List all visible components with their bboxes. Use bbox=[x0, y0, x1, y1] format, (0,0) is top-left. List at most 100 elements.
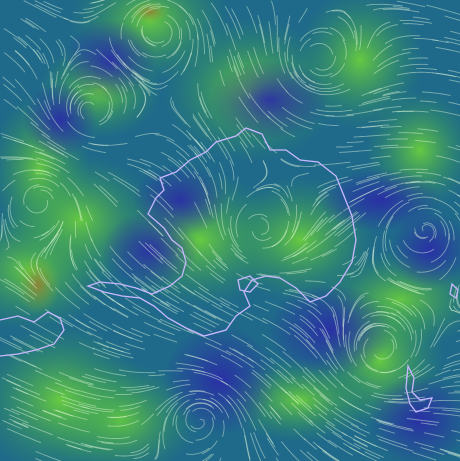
streamline bbox=[73, 93, 94, 105]
streamline bbox=[447, 452, 460, 458]
streamline bbox=[130, 40, 148, 58]
streamline bbox=[6, 379, 41, 396]
streamline bbox=[96, 49, 118, 70]
streamline bbox=[84, 444, 110, 451]
streamline bbox=[202, 399, 218, 407]
streamline bbox=[448, 189, 460, 198]
streamline bbox=[416, 172, 442, 176]
streamline bbox=[134, 76, 158, 96]
streamline bbox=[3, 99, 18, 110]
streamline bbox=[344, 11, 358, 46]
streamline bbox=[288, 289, 321, 299]
streamline bbox=[100, 291, 115, 302]
streamline bbox=[293, 71, 316, 90]
streamline bbox=[362, 311, 390, 319]
streamline bbox=[204, 310, 231, 325]
streamline bbox=[58, 371, 94, 385]
streamline bbox=[6, 373, 34, 387]
streamline bbox=[377, 186, 397, 195]
streamline bbox=[172, 124, 192, 141]
streamline bbox=[172, 399, 190, 426]
streamline bbox=[258, 402, 272, 419]
streamline bbox=[357, 251, 367, 266]
streamline bbox=[113, 308, 129, 318]
streamline bbox=[197, 83, 209, 118]
streamline bbox=[324, 451, 340, 461]
streamline bbox=[36, 98, 50, 120]
streamline bbox=[101, 439, 138, 445]
streamline bbox=[338, 149, 372, 153]
streamline bbox=[131, 74, 151, 96]
streamline bbox=[172, 379, 190, 383]
new-zealand-coast bbox=[405, 363, 434, 413]
streamline bbox=[140, 29, 157, 47]
streamline bbox=[201, 453, 212, 461]
streamline bbox=[288, 391, 317, 417]
streamline bbox=[217, 136, 234, 166]
streamline bbox=[417, 128, 439, 132]
streamline bbox=[315, 55, 336, 71]
streamline bbox=[218, 172, 223, 190]
streamline bbox=[378, 438, 414, 452]
streamline bbox=[271, 221, 289, 248]
streamline bbox=[201, 440, 218, 455]
streamline bbox=[57, 436, 93, 449]
streamline bbox=[231, 244, 247, 259]
streamline bbox=[161, 21, 173, 47]
streamline bbox=[118, 77, 128, 92]
streamline bbox=[165, 393, 196, 413]
streamline bbox=[307, 309, 331, 339]
streamline bbox=[439, 449, 460, 457]
streamline bbox=[193, 322, 213, 333]
streamline bbox=[107, 295, 126, 308]
streamline bbox=[112, 329, 144, 343]
streamline bbox=[91, 294, 106, 306]
streamline bbox=[361, 95, 391, 104]
streamline bbox=[321, 328, 334, 352]
streamline bbox=[150, 194, 174, 218]
streamline bbox=[36, 259, 54, 292]
streamline bbox=[93, 183, 118, 207]
streamline bbox=[177, 247, 202, 271]
streamline bbox=[423, 222, 437, 239]
streamline bbox=[305, 339, 328, 365]
streamline bbox=[111, 61, 135, 87]
streamline bbox=[2, 179, 16, 192]
streamline bbox=[65, 443, 82, 450]
streamline bbox=[296, 394, 312, 410]
calm-wind-area bbox=[266, 283, 394, 377]
streamline bbox=[195, 139, 211, 160]
streamline bbox=[318, 369, 337, 388]
streamline bbox=[136, 91, 146, 118]
streamline bbox=[106, 412, 140, 418]
streamline bbox=[239, 141, 253, 164]
streamline bbox=[386, 315, 406, 331]
streamline bbox=[388, 400, 426, 403]
streamline bbox=[69, 234, 77, 271]
streamline bbox=[434, 198, 459, 215]
streamline bbox=[147, 169, 172, 187]
streamline bbox=[131, 3, 161, 23]
streamline bbox=[332, 10, 351, 19]
streamline bbox=[380, 146, 414, 149]
streamline bbox=[331, 219, 345, 231]
streamline bbox=[421, 91, 451, 96]
streamline bbox=[141, 25, 155, 46]
streamline bbox=[242, 427, 251, 460]
streamline bbox=[41, 82, 52, 111]
streamline bbox=[72, 193, 82, 221]
streamline bbox=[192, 407, 216, 420]
streamline bbox=[186, 130, 203, 150]
streamline bbox=[280, 128, 295, 138]
streamline bbox=[94, 295, 115, 311]
streamline bbox=[58, 39, 66, 67]
streamline bbox=[347, 371, 361, 383]
streamline bbox=[324, 425, 343, 438]
streamline bbox=[253, 432, 266, 459]
streamline bbox=[414, 232, 429, 239]
streamline bbox=[0, 224, 3, 242]
streamline bbox=[406, 418, 440, 423]
streamline bbox=[309, 42, 334, 55]
streamline bbox=[317, 176, 349, 188]
streamline bbox=[455, 145, 460, 148]
